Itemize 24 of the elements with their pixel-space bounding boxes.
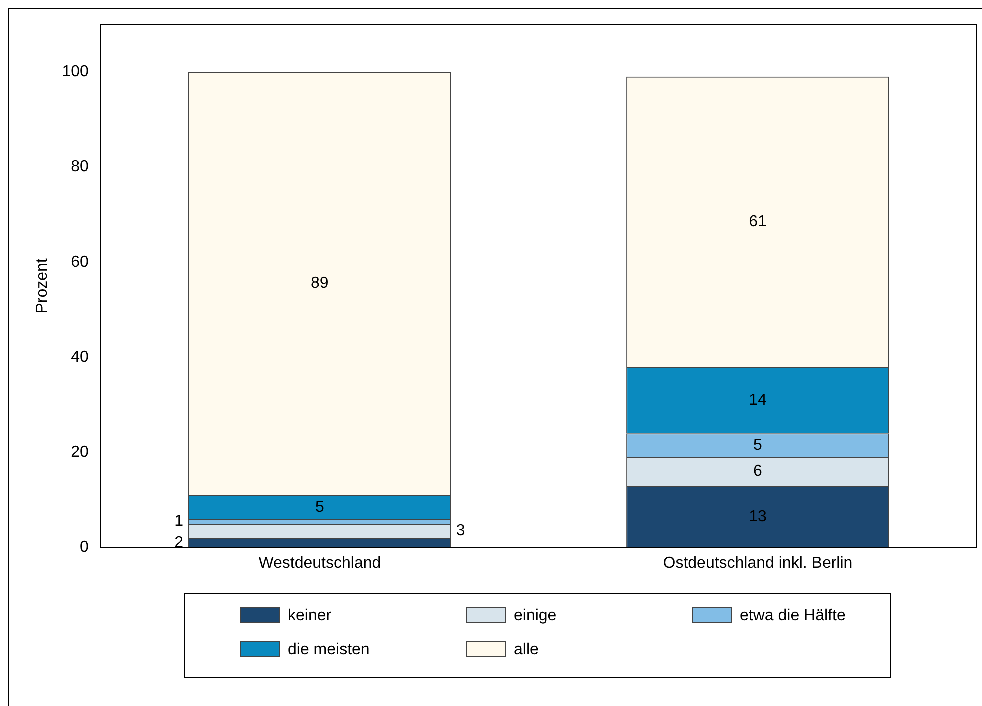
data-label: 3 bbox=[456, 522, 466, 540]
y-tick-label: 80 bbox=[71, 158, 89, 176]
data-label: 14 bbox=[749, 392, 767, 409]
y-tick-label: 0 bbox=[80, 539, 89, 556]
y-axis-title: Prozent bbox=[34, 258, 52, 314]
data-label: 61 bbox=[749, 213, 767, 230]
legend-label: keiner bbox=[288, 607, 332, 624]
data-label: 5 bbox=[754, 436, 763, 454]
legend-label: alle bbox=[514, 641, 540, 658]
data-label: 5 bbox=[315, 498, 324, 516]
x-tick-label: Westdeutschland bbox=[258, 554, 382, 572]
data-label: 13 bbox=[749, 508, 767, 526]
data-label: 1 bbox=[174, 513, 184, 530]
legend-label: etwa die Hälfte bbox=[740, 607, 846, 624]
legend-label: die meisten bbox=[288, 641, 370, 658]
y-tick-label: 60 bbox=[71, 254, 89, 271]
data-label: 2 bbox=[174, 534, 184, 552]
data-label: 6 bbox=[754, 463, 763, 480]
x-tick-label: Ostdeutschland inkl. Berlin bbox=[663, 554, 853, 572]
data-label: 89 bbox=[311, 275, 329, 292]
legend-label: einige bbox=[514, 607, 557, 624]
y-tick-label: 40 bbox=[71, 348, 89, 366]
y-tick-label: 100 bbox=[62, 64, 89, 81]
y-tick-label: 20 bbox=[71, 444, 89, 462]
